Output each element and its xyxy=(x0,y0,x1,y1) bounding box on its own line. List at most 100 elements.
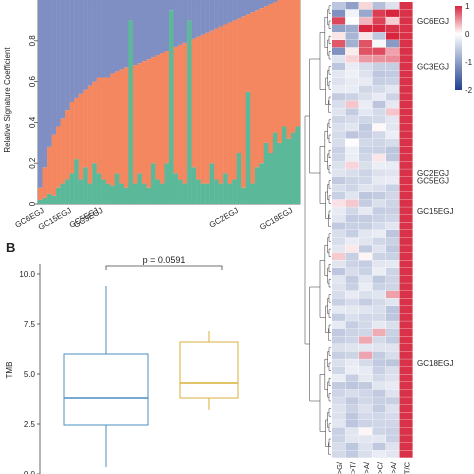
bar-segment xyxy=(159,53,165,184)
heatmap-cell xyxy=(372,131,386,139)
bar-segment xyxy=(159,0,165,54)
column-label: C>G/ xyxy=(335,461,344,474)
bar-segment xyxy=(155,179,161,204)
heatmap-cell xyxy=(399,62,413,71)
column-label: T>A/ xyxy=(362,461,371,474)
heatmap-cell xyxy=(332,283,346,291)
bar-segment xyxy=(178,0,183,45)
heatmap-cell xyxy=(345,283,359,291)
bar-segment xyxy=(65,179,70,204)
heatmap-cell xyxy=(359,192,373,200)
heatmap-cell xyxy=(399,374,413,382)
heatmap-cell xyxy=(359,389,373,397)
heatmap-cell xyxy=(345,420,359,428)
heatmap-cell xyxy=(372,260,386,268)
heatmap-cell xyxy=(359,298,373,306)
colorbar-tick-label: 0 xyxy=(465,30,470,39)
bar-segment xyxy=(78,93,84,180)
heatmap-cell xyxy=(332,131,346,139)
heatmap-cell xyxy=(359,207,373,215)
heatmap-cell xyxy=(399,336,413,344)
bar-segment xyxy=(87,85,93,184)
bar-segment xyxy=(119,69,125,184)
heatmap-cell xyxy=(359,260,373,268)
heatmap-cell xyxy=(359,100,373,109)
bar-segment xyxy=(254,167,260,204)
heatmap-cell xyxy=(399,24,413,33)
bar-segment xyxy=(232,20,237,180)
heatmap-cell xyxy=(359,351,373,359)
heatmap-cell xyxy=(399,420,413,428)
heatmap-cell xyxy=(386,275,400,283)
bar-segment xyxy=(60,0,66,119)
bar-segment xyxy=(159,183,165,204)
bar-segment xyxy=(227,183,233,204)
bar-segment xyxy=(277,0,283,143)
bar-segment xyxy=(245,14,251,92)
heatmap-cell xyxy=(345,100,359,109)
heatmap-cell xyxy=(386,237,400,245)
heatmap-cell xyxy=(345,222,359,230)
bar-segment xyxy=(227,22,233,184)
heatmap-cell xyxy=(399,275,413,283)
heatmap-cell xyxy=(399,55,413,63)
heatmap-cell xyxy=(399,260,413,268)
heatmap-cell xyxy=(399,85,413,93)
heatmap-cell xyxy=(399,176,413,185)
heatmap-cell xyxy=(372,283,386,291)
heatmap-cell xyxy=(345,306,359,314)
heatmap-cell xyxy=(332,154,346,162)
bar-segment xyxy=(254,0,260,11)
panel-label-b: B xyxy=(6,240,15,255)
heatmap-cell xyxy=(332,245,346,253)
heatmap-cell xyxy=(359,374,373,382)
column-label: C>T/C xyxy=(402,461,411,474)
bar-segment xyxy=(182,183,188,204)
heatmap-cell xyxy=(345,344,359,352)
heatmap-cell xyxy=(372,184,386,192)
heatmap-cell xyxy=(399,2,413,10)
heatmap-cell xyxy=(332,389,346,397)
heatmap-cell xyxy=(399,146,413,154)
heatmap-cell xyxy=(386,85,400,93)
heatmap-cell xyxy=(399,321,413,329)
heatmap-cell xyxy=(399,116,413,124)
heatmap-cell xyxy=(345,366,359,375)
bar-segment xyxy=(101,179,106,204)
bar-segment xyxy=(196,0,201,37)
heatmap-cell xyxy=(345,108,359,116)
heatmap-cell xyxy=(386,252,400,261)
bar-segment xyxy=(56,0,61,127)
color-scale xyxy=(455,6,462,90)
bar-segment xyxy=(164,0,170,51)
heatmap-cell xyxy=(345,17,359,25)
bar-segment xyxy=(277,142,283,204)
bar-segment xyxy=(245,91,251,204)
bar-segment xyxy=(78,179,84,204)
heatmap-cell xyxy=(372,32,386,40)
heatmap-cell xyxy=(359,359,373,367)
heatmap-cell xyxy=(386,245,400,253)
heatmap-cell xyxy=(332,237,346,245)
heatmap-cell xyxy=(372,222,386,230)
bar-segment xyxy=(295,0,301,127)
heatmap-cell xyxy=(386,131,400,139)
heatmap-cell xyxy=(332,230,346,238)
heatmap-cell xyxy=(332,344,346,352)
bar-segment xyxy=(96,0,102,78)
heatmap-cell xyxy=(386,146,400,154)
heatmap-cell xyxy=(332,442,346,451)
heatmap-cell xyxy=(359,382,373,390)
heatmap-cell xyxy=(372,146,386,154)
y-axis-label-b: TMB xyxy=(5,362,14,379)
heatmap-cell xyxy=(399,40,413,48)
heatmap-cell xyxy=(386,154,400,162)
heatmap-cell xyxy=(332,222,346,230)
bar-segment xyxy=(173,173,179,204)
heatmap-cell xyxy=(345,214,359,223)
heatmap-cell xyxy=(386,306,400,314)
heatmap-cell xyxy=(359,123,373,131)
heatmap-cell xyxy=(359,62,373,71)
heatmap-cell xyxy=(372,62,386,71)
bar-segment xyxy=(65,110,70,180)
